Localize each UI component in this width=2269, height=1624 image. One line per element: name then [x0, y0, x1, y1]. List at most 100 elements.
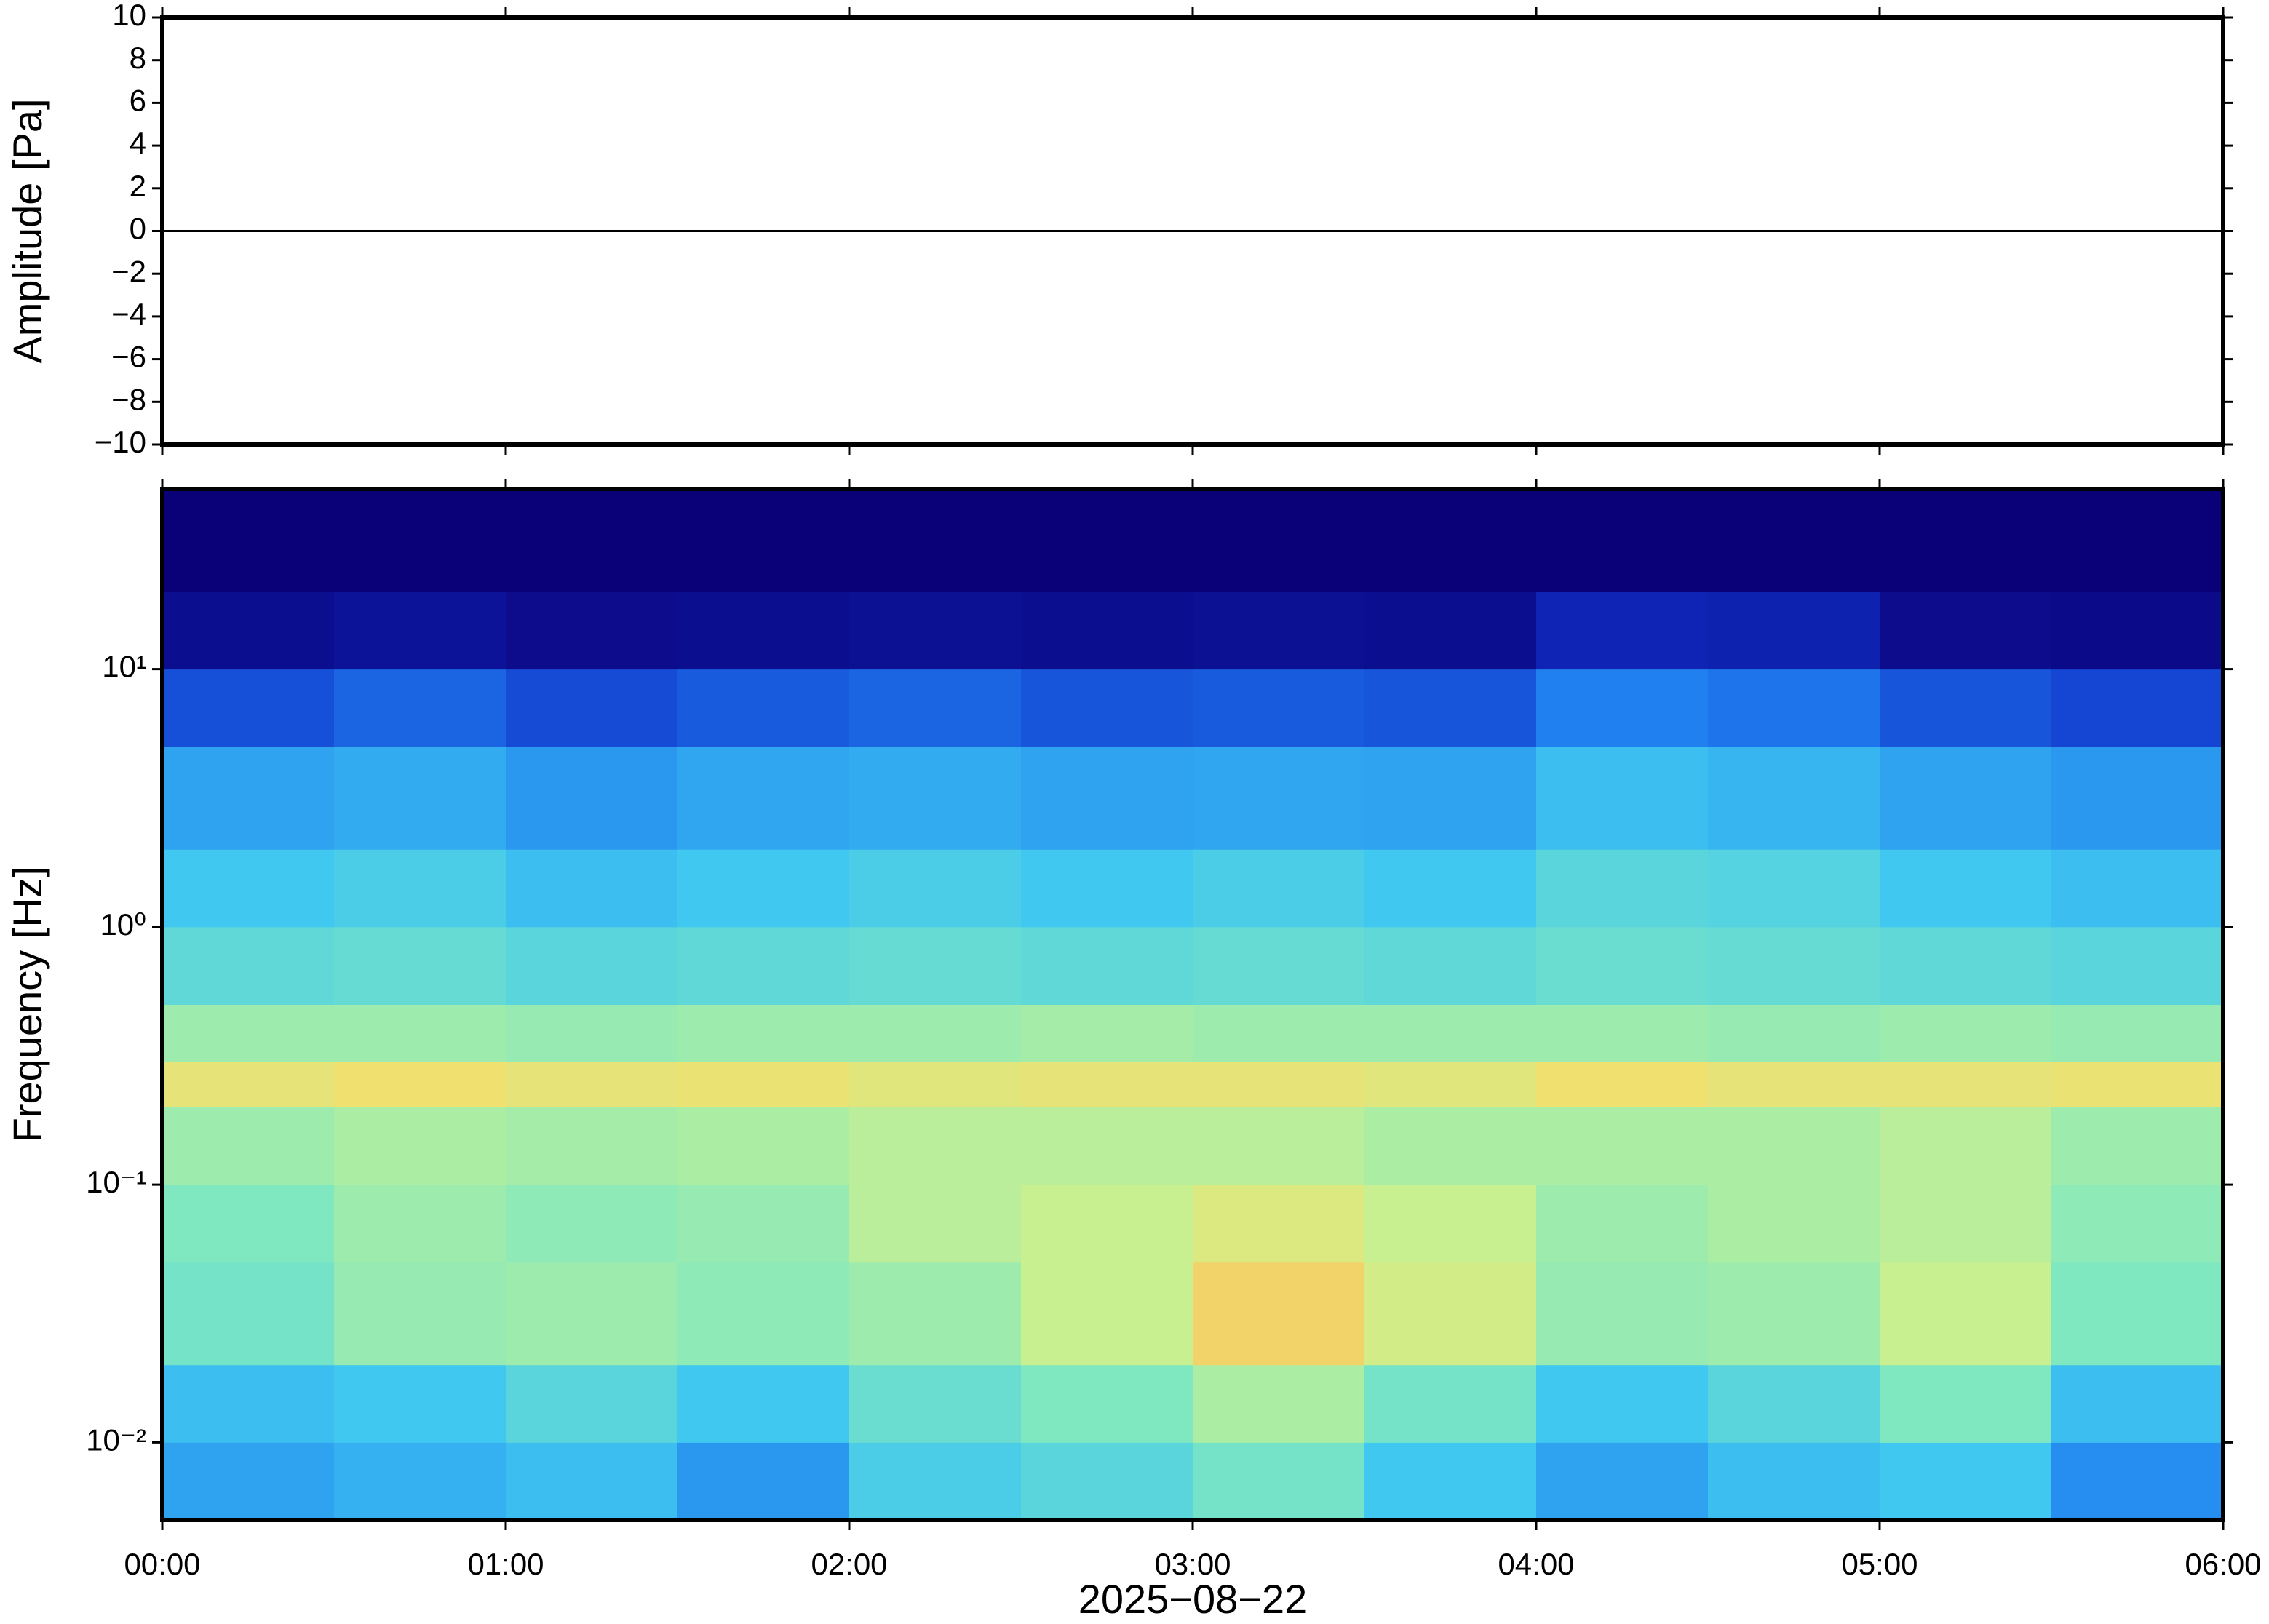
- heatmap-cell: [162, 1262, 335, 1366]
- heatmap-cell: [849, 591, 1022, 670]
- heatmap-cell: [506, 1107, 678, 1185]
- heatmap-cell: [677, 669, 850, 747]
- heatmap-cell: [506, 849, 678, 928]
- heatmap-cell: [1364, 1062, 1537, 1107]
- heatmap-cell: [849, 669, 1022, 747]
- x-tick-label: 04:00: [1498, 1547, 1574, 1581]
- heatmap-cell: [2051, 926, 2224, 1005]
- heatmap-cell: [1364, 849, 1537, 928]
- heatmap-cell: [1193, 1364, 1365, 1443]
- heatmap-cell: [1880, 849, 2052, 928]
- heatmap-cell: [334, 1062, 506, 1107]
- heatmap-cell: [1880, 1004, 2052, 1062]
- heatmap-cell: [1708, 1442, 1880, 1521]
- heatmap-cell: [2051, 1442, 2224, 1521]
- heatmap-cell: [1193, 926, 1365, 1005]
- heatmap-cell: [849, 747, 1022, 850]
- heatmap-cell: [1880, 1107, 2052, 1185]
- y-axis-label: Amplitude [Pa]: [4, 98, 50, 363]
- heatmap-cell: [506, 1364, 678, 1443]
- heatmap-cell: [1880, 1185, 2052, 1263]
- heatmap-cell: [506, 669, 678, 747]
- heatmap-cell: [677, 1004, 850, 1062]
- heatmap-cell: [506, 926, 678, 1005]
- heatmap-cell: [849, 489, 1022, 592]
- heatmap-cell: [162, 1185, 335, 1263]
- y-tick-label: 0: [130, 212, 146, 246]
- heatmap-cell: [334, 1185, 506, 1263]
- heatmap-cell: [1193, 489, 1365, 592]
- heatmap-cell: [506, 747, 678, 850]
- heatmap-cell: [1364, 489, 1537, 592]
- heatmap-cell: [1880, 747, 2052, 850]
- heatmap-cell: [1364, 591, 1537, 670]
- heatmap-cell: [1021, 1185, 1193, 1263]
- heatmap-cell: [677, 1185, 850, 1263]
- heatmap-cell: [1708, 1004, 1880, 1062]
- heatmap-cell: [162, 849, 335, 928]
- heatmap-cell: [1536, 669, 1709, 747]
- heatmap-cell: [1364, 747, 1537, 850]
- heatmap-cell: [1708, 926, 1880, 1005]
- y-tick-label: −2: [111, 254, 146, 288]
- heatmap-cell: [2051, 1062, 2224, 1107]
- heatmap-cell: [506, 591, 678, 670]
- heatmap-cell: [1708, 1364, 1880, 1443]
- x-tick-label: 01:00: [467, 1547, 544, 1581]
- heatmap-cell: [1880, 489, 2052, 592]
- y-tick-label: 10¹: [102, 650, 146, 684]
- heatmap-cell: [1364, 1262, 1537, 1366]
- heatmap-cell: [1536, 1185, 1709, 1263]
- heatmap-cell: [1536, 747, 1709, 850]
- heatmap-cell: [1021, 1107, 1193, 1185]
- heatmap-cell: [1708, 1185, 1880, 1263]
- heatmap-cell: [1021, 489, 1193, 592]
- heatmap-cell: [849, 849, 1022, 928]
- heatmap-cell: [334, 1442, 506, 1521]
- heatmap-cell: [334, 849, 506, 928]
- y-tick-label: −6: [111, 340, 146, 374]
- heatmap-cell: [1536, 591, 1709, 670]
- heatmap-cell: [334, 669, 506, 747]
- y-tick-label: 10⁻¹: [86, 1165, 146, 1199]
- heatmap-cell: [162, 1062, 335, 1107]
- heatmap-cell: [1021, 926, 1193, 1005]
- heatmap-cell: [677, 747, 850, 850]
- heatmap-cell: [334, 591, 506, 670]
- heatmap-cell: [2051, 669, 2224, 747]
- heatmap-cell: [506, 1062, 678, 1107]
- heatmap-cell: [849, 1004, 1022, 1062]
- y-tick-label: 10: [112, 0, 146, 32]
- y-tick-label: 4: [130, 126, 146, 160]
- heatmap-cell: [1193, 1442, 1365, 1521]
- heatmap-cell: [1021, 1442, 1193, 1521]
- heatmap-cell: [1364, 1364, 1537, 1443]
- heatmap-cell: [1880, 669, 2052, 747]
- heatmap-cell: [677, 849, 850, 928]
- heatmap-cell: [162, 747, 335, 850]
- heatmap-cell: [1193, 849, 1365, 928]
- heatmap-cell: [2051, 1262, 2224, 1366]
- heatmap-cell: [334, 1262, 506, 1366]
- heatmap-cell: [677, 1442, 850, 1521]
- heatmap-cell: [506, 1185, 678, 1263]
- heatmap-cell: [162, 1004, 335, 1062]
- heatmap-cell: [2051, 591, 2224, 670]
- heatmap-cell: [162, 1107, 335, 1185]
- x-tick-label: 02:00: [811, 1547, 887, 1581]
- heatmap-cell: [1708, 1107, 1880, 1185]
- heatmap-cell: [1536, 849, 1709, 928]
- heatmap-cell: [849, 1185, 1022, 1263]
- heatmap-cell: [1536, 1442, 1709, 1521]
- heatmap-cell: [334, 1364, 506, 1443]
- heatmap-cell: [1708, 669, 1880, 747]
- heatmap-cell: [2051, 1185, 2224, 1263]
- x-tick-label: 05:00: [1841, 1547, 1918, 1581]
- heatmap-cell: [849, 926, 1022, 1005]
- heatmap-cell: [1536, 926, 1709, 1005]
- y-tick-label: 10⁰: [100, 907, 146, 942]
- heatmap-cell: [1193, 747, 1365, 850]
- heatmap-cell: [2051, 849, 2224, 928]
- heatmap-cell: [1708, 849, 1880, 928]
